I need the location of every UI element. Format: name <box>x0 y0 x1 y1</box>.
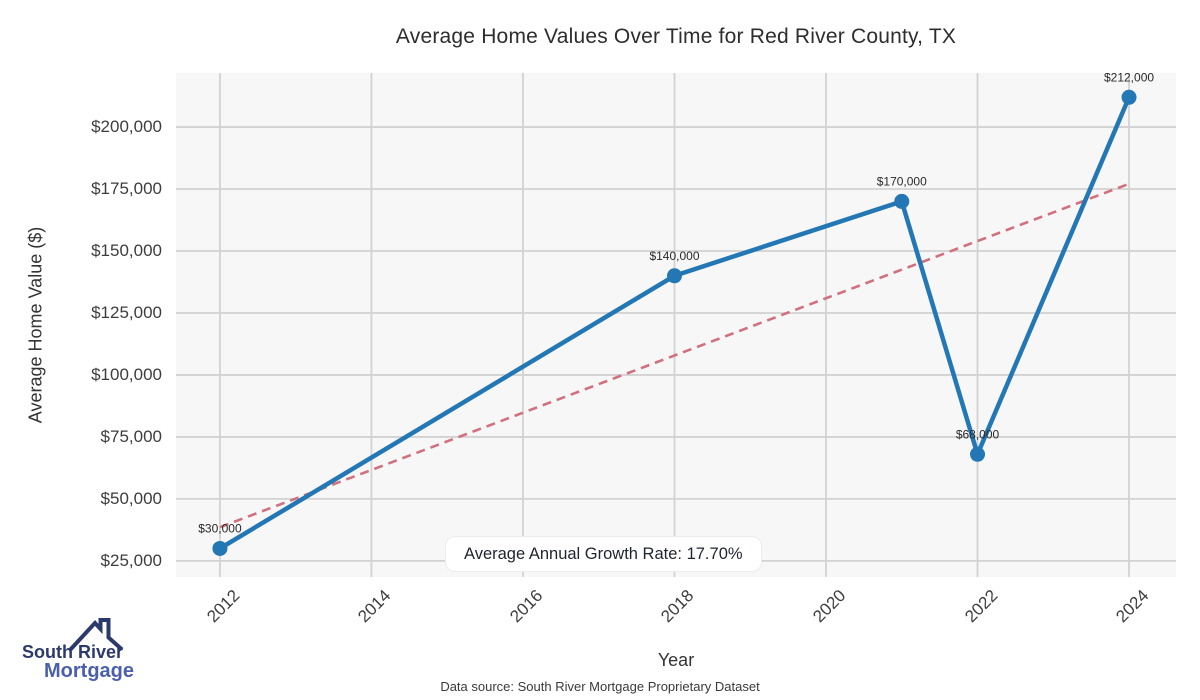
y-tick-label: $25,000 <box>100 550 162 570</box>
chart-title: Average Home Values Over Time for Red Ri… <box>395 25 957 48</box>
logo-text-line1: South River <box>22 642 124 662</box>
x-tick-label: 2012 <box>203 586 244 627</box>
house-roof-icon <box>68 618 124 652</box>
data-point-marker <box>970 446 986 462</box>
data-point-label: $140,000 <box>649 249 699 263</box>
data-point-marker <box>212 540 228 556</box>
data-point-marker <box>666 268 682 284</box>
y-tick-label: $150,000 <box>91 240 162 260</box>
x-tick-label: 2018 <box>657 586 698 627</box>
y-tick-label: $100,000 <box>91 364 162 384</box>
x-tick-label: 2022 <box>960 586 1001 627</box>
data-point-label: $68,000 <box>956 427 1000 441</box>
data-point-label: $30,000 <box>198 521 242 535</box>
x-tick-label: 2014 <box>354 586 395 627</box>
data-point-label: $170,000 <box>877 174 927 188</box>
y-tick-label: $175,000 <box>91 179 162 199</box>
y-tick-label: $200,000 <box>91 117 162 137</box>
y-tick-label: $50,000 <box>100 488 162 508</box>
x-axis-label: Year <box>657 650 695 670</box>
data-point-marker <box>1121 89 1137 105</box>
data-point-marker <box>894 193 910 209</box>
logo-text-line2: Mortgage <box>44 660 134 682</box>
x-tick-label: 2016 <box>506 586 547 627</box>
chart-plot-area: $30,000 $140,000 $170,000 $68,000 $212,000 A… <box>176 73 1176 577</box>
y-tick-label: $75,000 <box>100 426 162 446</box>
data-point-label: $212,000 <box>1104 73 1154 84</box>
company-logo: South River Mortgage <box>20 615 180 693</box>
trendline <box>219 182 1130 529</box>
growth-rate-annotation: Average Annual Growth Rate: 17.70% <box>445 536 762 572</box>
data-source-caption: Data source: South River Mortgage Propri… <box>440 679 760 694</box>
y-tick-label: $125,000 <box>91 302 162 322</box>
x-tick-label: 2020 <box>809 586 850 627</box>
chart-svg: $30,000 $140,000 $170,000 $68,000 $212,000 <box>176 73 1176 577</box>
x-tick-label: 2024 <box>1112 586 1153 627</box>
